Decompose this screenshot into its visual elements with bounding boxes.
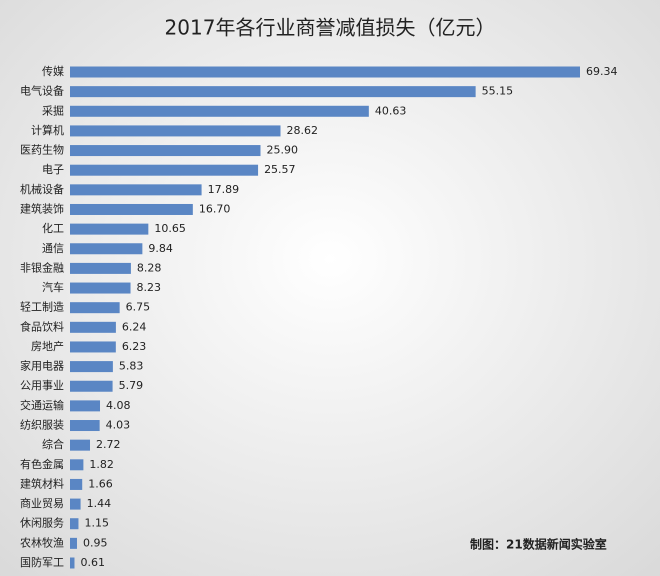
value-label: 1.44 xyxy=(87,497,112,510)
bar xyxy=(70,459,84,471)
category-label: 化工 xyxy=(42,221,64,235)
category-label: 房地产 xyxy=(31,339,64,353)
value-label: 16.70 xyxy=(199,202,231,215)
value-label: 0.95 xyxy=(83,536,108,549)
value-label: 4.03 xyxy=(106,419,131,432)
category-label: 建筑装饰 xyxy=(20,201,64,215)
bar xyxy=(70,420,100,432)
category-label: 纺织服装 xyxy=(20,418,64,432)
value-label: 1.82 xyxy=(89,458,114,471)
chart-title: 2017年各行业商誉减值损失（亿元） xyxy=(165,16,496,40)
bar xyxy=(70,66,580,78)
value-label: 1.15 xyxy=(84,517,109,530)
value-label: 6.23 xyxy=(122,340,147,353)
bar xyxy=(70,105,369,117)
bar xyxy=(70,86,476,98)
bar xyxy=(70,518,79,530)
category-label: 建筑材料 xyxy=(20,476,64,490)
category-label: 食品饮料 xyxy=(20,319,64,333)
category-label: 有色金属 xyxy=(20,457,64,471)
value-label: 69.34 xyxy=(586,65,618,78)
bar xyxy=(70,498,81,510)
bar xyxy=(70,321,116,333)
value-label: 25.90 xyxy=(266,144,298,157)
bar xyxy=(70,125,281,137)
bar xyxy=(70,184,202,196)
bar xyxy=(70,380,113,392)
value-label: 1.66 xyxy=(88,477,113,490)
category-label: 计算机 xyxy=(31,123,64,137)
category-label: 通信 xyxy=(42,242,64,255)
category-label: 农林牧渔 xyxy=(20,535,64,549)
category-label: 交通运输 xyxy=(20,398,64,412)
category-label: 公用事业 xyxy=(20,379,64,392)
category-label: 机械设备 xyxy=(20,182,64,196)
category-label: 医药生物 xyxy=(20,143,64,157)
value-label: 25.57 xyxy=(264,163,296,176)
value-label: 6.75 xyxy=(126,301,151,314)
value-label: 40.63 xyxy=(375,104,407,117)
bar xyxy=(70,223,149,235)
category-label: 采掘 xyxy=(42,103,64,117)
value-label: 8.23 xyxy=(137,281,162,294)
bar xyxy=(70,341,116,353)
bar xyxy=(70,361,113,373)
value-label: 5.79 xyxy=(119,379,144,392)
value-label: 0.61 xyxy=(80,556,105,569)
category-label: 传媒 xyxy=(42,65,64,78)
value-label: 10.65 xyxy=(154,222,186,235)
category-label: 非银金融 xyxy=(20,260,64,274)
category-label: 电气设备 xyxy=(20,84,64,98)
bar xyxy=(70,557,75,569)
bar xyxy=(70,145,261,157)
category-label: 综合 xyxy=(42,437,64,451)
category-label: 国防军工 xyxy=(20,555,64,569)
bar xyxy=(70,262,131,274)
bar xyxy=(70,400,101,412)
value-label: 2.72 xyxy=(96,438,121,451)
value-label: 8.28 xyxy=(137,261,162,274)
bar xyxy=(70,478,83,490)
bar xyxy=(70,439,91,451)
category-label: 汽车 xyxy=(42,280,64,294)
source-note: 制图：21数据新闻实验室 xyxy=(470,537,607,552)
value-label: 5.83 xyxy=(119,360,143,373)
bar xyxy=(70,164,259,176)
category-label: 家用电器 xyxy=(20,359,64,373)
bar xyxy=(70,282,131,294)
bar xyxy=(70,243,143,255)
category-label: 轻工制造 xyxy=(20,300,64,314)
category-label: 商业贸易 xyxy=(20,496,64,510)
value-label: 17.89 xyxy=(208,183,240,196)
value-label: 6.24 xyxy=(122,320,147,333)
value-label: 28.62 xyxy=(287,124,319,137)
bar xyxy=(70,537,77,549)
category-label: 电子 xyxy=(42,163,64,176)
value-label: 9.84 xyxy=(148,242,173,255)
category-label: 休闲服务 xyxy=(20,516,64,530)
bar xyxy=(70,302,120,314)
bar xyxy=(70,203,193,215)
value-label: 4.08 xyxy=(106,399,131,412)
value-label: 55.15 xyxy=(482,85,514,98)
